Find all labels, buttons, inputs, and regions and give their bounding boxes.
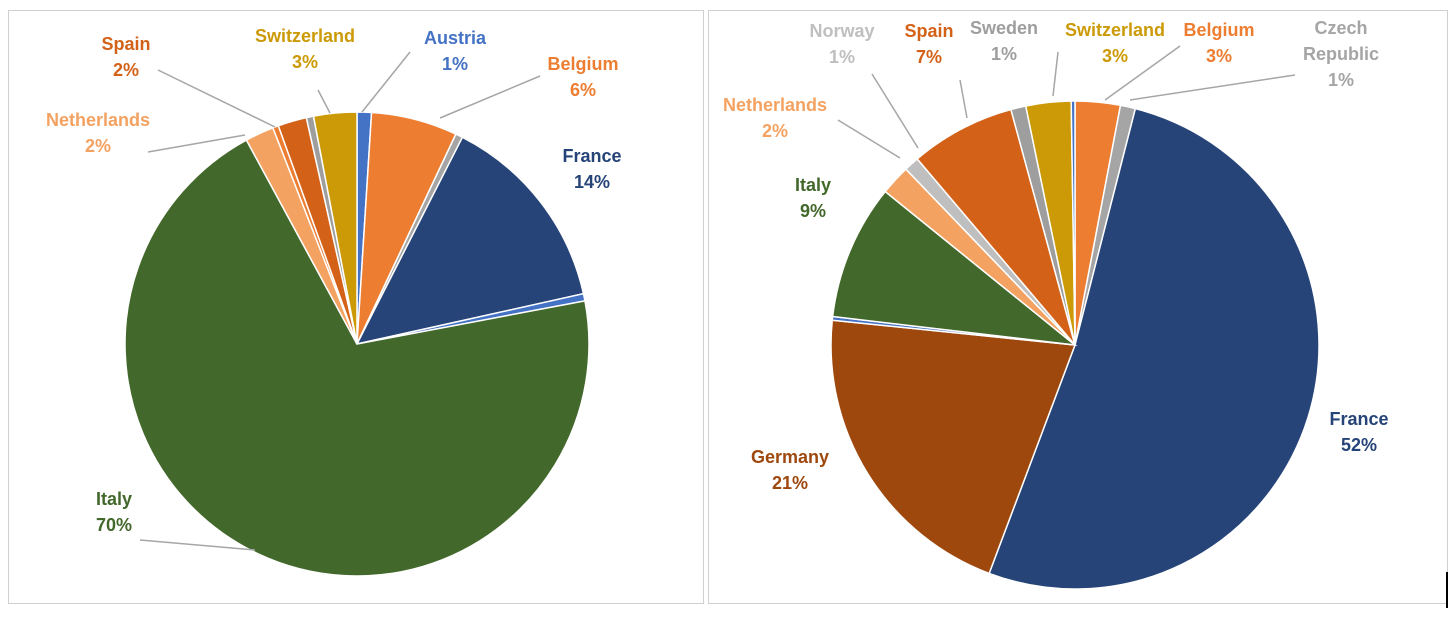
slice-label-italy: Italy 9% xyxy=(795,175,831,221)
slice-label-netherlands: Netherlands 2% xyxy=(723,95,827,141)
text-cursor xyxy=(1446,572,1448,608)
slice-label-switzerland: Switzerland 3% xyxy=(255,26,355,72)
slice-label-belgium: Belgium 3% xyxy=(1183,20,1254,66)
slice-label-switzerland: Switzerland 3% xyxy=(1065,20,1165,66)
slice-label-spain: Spain 7% xyxy=(904,21,953,67)
slice-label-czech-republic: Czech Republic 1% xyxy=(1303,18,1379,90)
pie-chart-1: Austria 1% Belgium 6% France 14% Italy 70% Nethe… xyxy=(46,26,622,577)
slice-label-norway: Norway 1% xyxy=(809,21,874,67)
slice-label-germany: Germany 21% xyxy=(751,447,829,493)
leader-line-czech-republic xyxy=(1129,74,1296,101)
slice-label-france: France 14% xyxy=(562,146,621,192)
pie-slice-spain xyxy=(916,108,1076,346)
leader-line-belgium xyxy=(439,75,541,119)
leader-line-austria xyxy=(361,51,411,113)
pie-slice-italy xyxy=(124,139,590,577)
leader-line-switzerland xyxy=(317,89,331,114)
pie-slice-italy xyxy=(831,190,1078,347)
pie-slice-france xyxy=(988,107,1320,590)
slice-label-netherlands: Netherlands 2% xyxy=(46,110,150,156)
leader-line-spain xyxy=(157,69,276,128)
leader-line-belgium xyxy=(1104,45,1181,101)
slice-label-belgium: Belgium 6% xyxy=(547,54,618,100)
slice-label-austria: Austria 1% xyxy=(424,28,487,74)
leader-line-italy xyxy=(139,539,256,551)
slice-label-spain: Spain 2% xyxy=(101,34,150,80)
slice-label-sweden: Sweden 1% xyxy=(970,18,1038,64)
pie-slice-germany xyxy=(830,319,1077,575)
pie-chart-2: Belgium 3% Czech Republic 1% France 52% Germany… xyxy=(723,18,1389,590)
pie-slice-france xyxy=(355,136,585,346)
leader-line-norway xyxy=(871,73,919,149)
slice-label-france: France 52% xyxy=(1329,409,1388,455)
slice-label-italy: Italy 70% xyxy=(96,489,132,535)
leader-line-netherlands xyxy=(837,119,901,159)
leader-line-spain xyxy=(959,79,968,119)
pie-slice-switzerland xyxy=(312,111,358,345)
leader-line-netherlands xyxy=(147,134,246,153)
leader-line-switzerland xyxy=(1052,51,1059,97)
pie-slice-unlabeled xyxy=(1070,100,1076,346)
